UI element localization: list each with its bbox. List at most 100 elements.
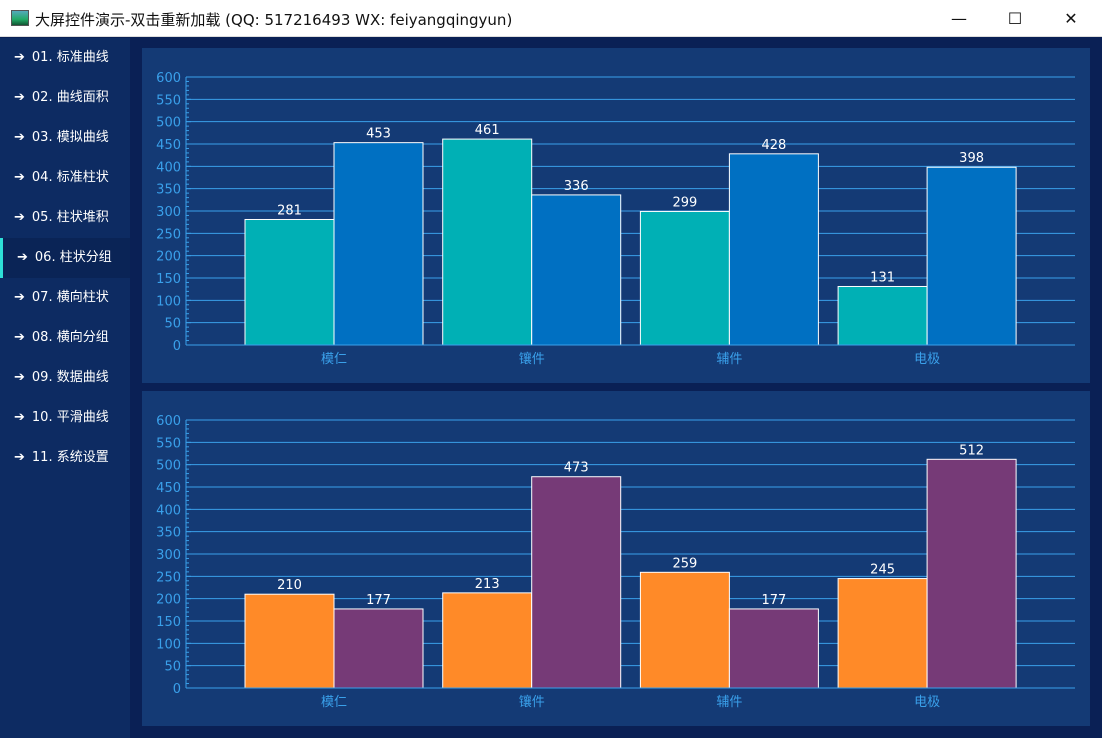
sidebar-item-label: 09. 数据曲线 (31, 370, 109, 385)
sidebar-item-label: 03. 模拟曲线 (31, 130, 109, 145)
y-tick-label: 250 (156, 570, 181, 585)
chart-panel-1: 0 50 100 150 200 250 300 350 400 450 500 550 600 281 4… (142, 48, 1090, 383)
sidebar-item[interactable]: ➔ 04. 标准柱状 (0, 158, 130, 198)
y-tick-label: 250 (156, 227, 181, 242)
data-label: 210 (277, 578, 302, 593)
bar (926, 458, 1017, 689)
y-tick-label: 50 (164, 317, 181, 332)
sidebar-item[interactable]: ➔ 08. 横向分组 (0, 318, 130, 358)
sidebar-item-label: 02. 曲线面积 (31, 90, 109, 105)
sidebar-item-label: 04. 标准柱状 (31, 170, 109, 185)
y-tick-label: 100 (156, 294, 181, 309)
bar-chart-1: 0 50 100 150 200 250 300 350 400 450 500 550 600 281 4… (156, 71, 1075, 367)
arrow-right-icon: ➔ (14, 410, 25, 425)
bar (244, 593, 335, 689)
y-tick-label: 350 (156, 183, 181, 198)
sidebar-item-label: 07. 横向柱状 (31, 290, 109, 305)
maximize-button[interactable]: ☐ (1007, 9, 1023, 28)
bar (837, 285, 928, 346)
chart-panel-2: 0 50 100 150 200 250 300 350 400 450 500 550 600 210 1… (142, 391, 1090, 726)
bar (442, 592, 533, 689)
y-tick-label: 400 (156, 160, 181, 175)
arrow-right-icon: ➔ (14, 170, 25, 185)
data-label: 428 (761, 138, 786, 153)
close-button[interactable]: ✕ (1064, 9, 1078, 28)
bar (728, 153, 819, 346)
sidebar-item-label: 08. 横向分组 (31, 330, 109, 345)
sidebar-item-label: 01. 标准曲线 (31, 50, 109, 65)
data-label: 177 (366, 593, 391, 608)
y-tick-label: 150 (156, 272, 181, 287)
data-label: 473 (564, 461, 589, 476)
data-label: 259 (672, 556, 697, 571)
y-tick-label: 150 (156, 615, 181, 630)
bar (837, 578, 928, 689)
data-label: 461 (475, 123, 500, 138)
x-tick-label: 模仁 (321, 695, 347, 710)
bar (728, 608, 819, 689)
sidebar-item[interactable]: ➔ 01. 标准曲线 (0, 38, 130, 78)
x-tick-label: 辅件 (716, 352, 742, 367)
sidebar-item[interactable]: ➔ 09. 数据曲线 (0, 358, 130, 398)
sidebar-item-label: 06. 柱状分组 (34, 250, 112, 265)
bar (639, 210, 730, 346)
arrow-right-icon: ➔ (14, 130, 25, 145)
y-tick-label: 50 (164, 660, 181, 675)
sidebar-item[interactable]: ➔ 03. 模拟曲线 (0, 118, 130, 158)
bar (333, 142, 424, 346)
x-tick-label: 电极 (914, 352, 940, 367)
bar (531, 194, 622, 346)
arrow-right-icon: ➔ (14, 50, 25, 65)
y-tick-label: 450 (156, 481, 181, 496)
data-label: 512 (959, 443, 984, 458)
sidebar-item-label: 05. 柱状堆积 (31, 210, 109, 225)
y-tick-label: 300 (156, 548, 181, 563)
minimize-button[interactable]: — (951, 9, 967, 28)
sidebar-item-label: 10. 平滑曲线 (31, 410, 109, 425)
sidebar-item[interactable]: ➔ 02. 曲线面积 (0, 78, 130, 118)
window-title: 大屏控件演示-双击重新加载 (QQ: 517216493 WX: feiyang… (35, 11, 513, 29)
app-icon (11, 10, 29, 26)
arrow-right-icon: ➔ (17, 250, 28, 265)
bar (333, 608, 424, 689)
bar (639, 571, 730, 689)
data-label: 177 (761, 593, 786, 608)
arrow-right-icon: ➔ (14, 90, 25, 105)
bar (442, 138, 533, 346)
data-label: 131 (870, 270, 895, 285)
title-bar: 大屏控件演示-双击重新加载 (QQ: 517216493 WX: feiyang… (0, 0, 1102, 37)
sidebar-item[interactable]: ➔ 07. 横向柱状 (0, 278, 130, 318)
data-label: 336 (564, 179, 589, 194)
y-tick-label: 200 (156, 593, 181, 608)
arrow-right-icon: ➔ (14, 450, 25, 465)
data-label: 281 (277, 203, 302, 218)
x-tick-label: 模仁 (321, 352, 347, 367)
sidebar-item[interactable]: ➔ 06. 柱状分组 (0, 238, 130, 278)
sidebar-item[interactable]: ➔ 05. 柱状堆积 (0, 198, 130, 238)
sidebar-item-label: 11. 系统设置 (31, 450, 109, 465)
y-tick-label: 500 (156, 459, 181, 474)
y-tick-label: 100 (156, 637, 181, 652)
y-tick-label: 600 (156, 414, 181, 429)
arrow-right-icon: ➔ (14, 370, 25, 385)
y-tick-label: 350 (156, 526, 181, 541)
y-tick-label: 500 (156, 116, 181, 131)
sidebar-item[interactable]: ➔ 10. 平滑曲线 (0, 398, 130, 438)
x-tick-label: 镶件 (519, 694, 545, 710)
data-label: 453 (366, 127, 391, 142)
sidebar-item[interactable]: ➔ 11. 系统设置 (0, 438, 130, 478)
data-label: 299 (672, 195, 697, 210)
arrow-right-icon: ➔ (14, 210, 25, 225)
x-tick-label: 镶件 (519, 351, 545, 367)
bar-chart-2: 0 50 100 150 200 250 300 350 400 450 500 550 600 210 1… (156, 414, 1075, 710)
arrow-right-icon: ➔ (14, 330, 25, 345)
y-tick-label: 0 (173, 339, 181, 354)
bar (244, 218, 335, 346)
data-label: 398 (959, 151, 984, 166)
data-label: 245 (870, 563, 895, 578)
data-label: 213 (475, 577, 500, 592)
arrow-right-icon: ➔ (14, 290, 25, 305)
y-tick-label: 300 (156, 205, 181, 220)
y-tick-label: 450 (156, 138, 181, 153)
x-tick-label: 辅件 (716, 695, 742, 710)
